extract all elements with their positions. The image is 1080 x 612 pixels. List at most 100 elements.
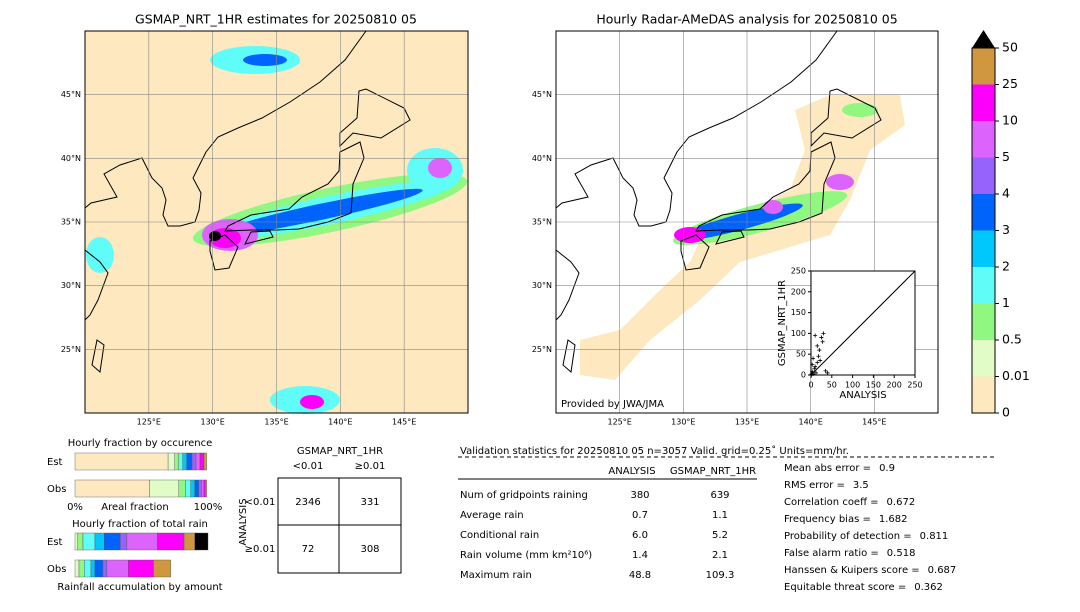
y-tick-label: 35°N bbox=[61, 218, 81, 227]
fraction-segment bbox=[198, 479, 202, 498]
score-value: 0.362 bbox=[914, 582, 943, 593]
x-tick-label: 100% bbox=[194, 502, 223, 513]
fraction-segment bbox=[77, 532, 84, 551]
colorbar-label: 0.01 bbox=[1002, 368, 1030, 383]
stat-value: 0.7 bbox=[632, 510, 648, 521]
scatter-point bbox=[813, 370, 818, 375]
x-tick-label: 50 bbox=[827, 381, 837, 390]
map-title: GSMAP_NRT_1HR estimates for 20250810 05 bbox=[135, 12, 417, 27]
x-tick-label: 135°E bbox=[264, 418, 288, 427]
fraction-segment bbox=[185, 479, 191, 498]
y-tick-label: 45°N bbox=[61, 90, 81, 99]
fraction-segment bbox=[78, 559, 85, 578]
fraction-segment bbox=[102, 559, 108, 578]
colorbar-segment bbox=[972, 121, 995, 158]
scatter-point bbox=[820, 339, 825, 344]
y-tick-label: 40°N bbox=[61, 154, 81, 163]
colorbar-label: 0 bbox=[1002, 405, 1010, 420]
col-label: <0.01 bbox=[293, 461, 324, 472]
fraction-segment bbox=[82, 532, 96, 551]
fraction-segment bbox=[183, 532, 195, 551]
x-tick-label: 125°E bbox=[608, 418, 632, 427]
score-value: 0.9 bbox=[879, 463, 895, 474]
fraction-segment bbox=[126, 532, 158, 551]
scatter-point bbox=[813, 333, 818, 338]
fraction-segment bbox=[74, 532, 78, 551]
series-label: Est bbox=[47, 457, 63, 468]
colorbar-extend bbox=[972, 30, 995, 48]
y-tick-label: 150 bbox=[791, 308, 806, 317]
x-tick-label: 145°E bbox=[862, 418, 886, 427]
scatter-point bbox=[816, 354, 821, 359]
axis-label: Rainfall accumulation by amount bbox=[57, 582, 222, 593]
x-tick-label: 130°E bbox=[201, 418, 225, 427]
series-label: Obs bbox=[47, 564, 66, 575]
fraction-segment bbox=[153, 559, 171, 578]
fraction-segment bbox=[182, 452, 187, 471]
y-tick-label: 40°N bbox=[532, 154, 552, 163]
y-tick-label: 100 bbox=[791, 329, 806, 338]
col-header: GSMAP_NRT_1HR bbox=[670, 466, 756, 477]
fraction-segment bbox=[74, 479, 150, 498]
colorbar-segment bbox=[972, 340, 995, 377]
table-cell: 72 bbox=[302, 544, 315, 555]
fraction-segment bbox=[178, 479, 186, 498]
map-title: Hourly Radar-AMeDAS analysis for 2025081… bbox=[596, 12, 897, 27]
scatter-point bbox=[812, 366, 817, 371]
x-axis-label: ANALYSIS bbox=[839, 390, 886, 401]
score-label: Hanssen & Kuipers score = bbox=[784, 565, 920, 576]
y-tick-label: 25°N bbox=[532, 345, 552, 354]
fraction-segment bbox=[120, 532, 128, 551]
stat-value: 6.0 bbox=[632, 530, 648, 541]
colorbar-label: 3 bbox=[1002, 222, 1010, 237]
score-label: RMS error = bbox=[784, 480, 845, 491]
colorbar-label: 25 bbox=[1002, 76, 1018, 91]
stats-title: Validation statistics for 20250810 05 n=… bbox=[460, 445, 849, 457]
scatter-point bbox=[815, 360, 820, 365]
stat-label: Rain volume (mm km²10⁶) bbox=[460, 550, 592, 561]
x-tick-label: 100 bbox=[845, 381, 860, 390]
scatter-point bbox=[811, 356, 816, 361]
x-tick-label: 0% bbox=[67, 502, 83, 513]
fraction-segment bbox=[205, 479, 207, 498]
fraction-segment bbox=[191, 452, 197, 471]
fraction-segment bbox=[149, 479, 179, 498]
row-label: ≥0.01 bbox=[245, 544, 276, 555]
fraction-segment bbox=[157, 532, 185, 551]
stat-value: 639 bbox=[710, 490, 729, 501]
fraction-segment bbox=[104, 532, 121, 551]
colorbar-label: 0.5 bbox=[1002, 332, 1022, 347]
y-axis-label: GSMAP_NRT_1HR bbox=[777, 280, 788, 366]
stat-label: Average rain bbox=[460, 510, 524, 521]
table-cell: 308 bbox=[360, 544, 379, 555]
x-tick-label: 145°E bbox=[392, 418, 416, 427]
fraction-segment bbox=[94, 559, 104, 578]
scatter-point bbox=[815, 343, 820, 348]
score-value: 3.5 bbox=[853, 480, 869, 491]
score-value: 0.687 bbox=[928, 565, 957, 576]
score-label: Equitable threat score = bbox=[784, 582, 906, 593]
scatter-point bbox=[825, 370, 830, 375]
colorbar-label: 10 bbox=[1002, 113, 1018, 128]
x-tick-label: 140°E bbox=[799, 418, 823, 427]
colorbar-segment bbox=[972, 157, 995, 194]
scatter-point bbox=[810, 362, 815, 367]
x-tick-label: 250 bbox=[907, 381, 922, 390]
score-value: 0.518 bbox=[887, 548, 916, 559]
colorbar-segment bbox=[972, 303, 995, 340]
fraction-segment bbox=[201, 479, 205, 498]
score-value: 0.811 bbox=[920, 531, 949, 542]
colorbar-segment bbox=[972, 84, 995, 121]
diagonal bbox=[810, 270, 916, 376]
scatter-point bbox=[818, 358, 823, 363]
x-tick-label: 200 bbox=[887, 381, 902, 390]
y-tick-label: 35°N bbox=[532, 218, 552, 227]
score-label: Probability of detection = bbox=[784, 531, 912, 542]
row-title: ANALYSIS bbox=[238, 498, 249, 545]
scatter-point bbox=[813, 364, 818, 369]
fraction-segment bbox=[194, 479, 199, 498]
fraction-segment bbox=[203, 452, 207, 471]
fraction-segment bbox=[74, 452, 169, 471]
fraction-segment bbox=[190, 479, 195, 498]
x-tick-label: 135°E bbox=[735, 418, 759, 427]
